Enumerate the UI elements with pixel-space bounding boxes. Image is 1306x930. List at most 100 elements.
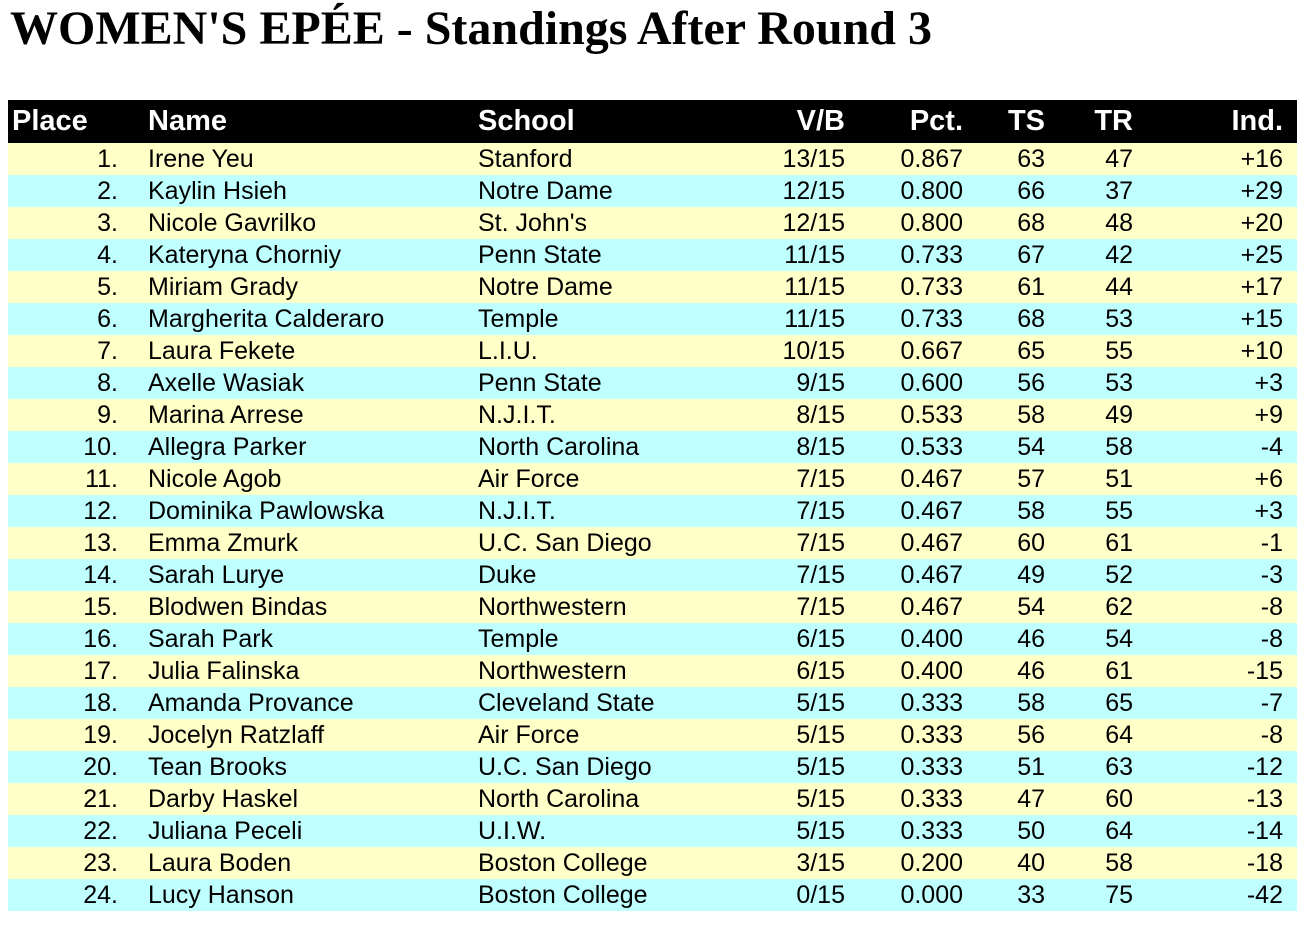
vb-cell: 10/15 bbox=[782, 336, 845, 365]
table-row: 9. Marina Arrese N.J.I.T. 8/15 0.533 58 … bbox=[8, 399, 1297, 431]
school-cell: Notre Dame bbox=[478, 176, 613, 205]
pct-cell: 0.400 bbox=[900, 624, 963, 653]
table-row: 11. Nicole Agob Air Force 7/15 0.467 57 … bbox=[8, 463, 1297, 495]
tr-cell: 52 bbox=[1105, 560, 1133, 589]
col-header-pct: Pct. bbox=[845, 100, 963, 143]
tr-cell: 75 bbox=[1105, 880, 1133, 909]
ind-cell: +20 bbox=[1240, 208, 1283, 237]
place-cell: 6. bbox=[97, 304, 118, 333]
ind-cell: -15 bbox=[1246, 656, 1283, 685]
school-cell: U.C. San Diego bbox=[478, 528, 652, 557]
place-cell: 18. bbox=[83, 688, 118, 717]
pct-cell: 0.000 bbox=[900, 880, 963, 909]
ts-cell: 47 bbox=[1017, 784, 1045, 813]
name-cell: Nicole Gavrilko bbox=[148, 208, 317, 237]
ts-cell: 40 bbox=[1017, 848, 1045, 877]
place-cell: 10. bbox=[83, 432, 118, 461]
table-row: 14. Sarah Lurye Duke 7/15 0.467 49 52 -3 bbox=[8, 559, 1297, 591]
ts-cell: 57 bbox=[1017, 464, 1045, 493]
pct-cell: 0.867 bbox=[900, 144, 963, 173]
place-cell: 9. bbox=[97, 400, 118, 429]
ind-cell: -18 bbox=[1246, 848, 1283, 877]
ts-cell: 60 bbox=[1017, 528, 1045, 557]
table-row: 7. Laura Fekete L.I.U. 10/15 0.667 65 55… bbox=[8, 335, 1297, 367]
vb-cell: 7/15 bbox=[796, 496, 845, 525]
school-cell: Boston College bbox=[478, 848, 648, 877]
vb-cell: 12/15 bbox=[782, 208, 845, 237]
school-cell: Penn State bbox=[478, 240, 602, 269]
ts-cell: 56 bbox=[1017, 368, 1045, 397]
standings-table: Place Name School V/B Pct. TS TR Ind. 1.… bbox=[8, 100, 1297, 911]
pct-cell: 0.667 bbox=[900, 336, 963, 365]
school-cell: Penn State bbox=[478, 368, 602, 397]
ind-cell: -8 bbox=[1260, 592, 1283, 621]
name-cell: Sarah Lurye bbox=[148, 560, 285, 589]
ind-cell: +6 bbox=[1254, 464, 1283, 493]
ts-cell: 33 bbox=[1017, 880, 1045, 909]
ind-cell: +29 bbox=[1240, 176, 1283, 205]
vb-cell: 5/15 bbox=[796, 752, 845, 781]
tr-cell: 49 bbox=[1105, 400, 1133, 429]
vb-cell: 9/15 bbox=[796, 368, 845, 397]
school-cell: Air Force bbox=[478, 720, 580, 749]
tr-cell: 61 bbox=[1105, 656, 1133, 685]
pct-cell: 0.733 bbox=[900, 304, 963, 333]
table-row: 12. Dominika Pawlowska N.J.I.T. 7/15 0.4… bbox=[8, 495, 1297, 527]
col-header-tr: TR bbox=[1045, 100, 1133, 143]
place-cell: 24. bbox=[83, 880, 118, 909]
tr-cell: 61 bbox=[1105, 528, 1133, 557]
school-cell: Notre Dame bbox=[478, 272, 613, 301]
col-header-place: Place bbox=[8, 100, 140, 143]
ind-cell: +3 bbox=[1254, 368, 1283, 397]
vb-cell: 3/15 bbox=[796, 848, 845, 877]
vb-cell: 8/15 bbox=[796, 400, 845, 429]
table-row: 1. Irene Yeu Stanford 13/15 0.867 63 47 … bbox=[8, 143, 1297, 175]
pct-cell: 0.533 bbox=[900, 400, 963, 429]
table-row: 5. Miriam Grady Notre Dame 11/15 0.733 6… bbox=[8, 271, 1297, 303]
ind-cell: -12 bbox=[1246, 752, 1283, 781]
ts-cell: 54 bbox=[1017, 432, 1045, 461]
pct-cell: 0.800 bbox=[900, 176, 963, 205]
tr-cell: 58 bbox=[1105, 432, 1133, 461]
tr-cell: 58 bbox=[1105, 848, 1133, 877]
ts-cell: 68 bbox=[1017, 208, 1045, 237]
ts-cell: 58 bbox=[1017, 400, 1045, 429]
school-cell: North Carolina bbox=[478, 784, 640, 813]
ind-cell: +25 bbox=[1240, 240, 1283, 269]
ind-cell: -8 bbox=[1260, 624, 1283, 653]
ind-cell: -1 bbox=[1260, 528, 1283, 557]
tr-cell: 54 bbox=[1105, 624, 1133, 653]
ts-cell: 68 bbox=[1017, 304, 1045, 333]
school-cell: Northwestern bbox=[478, 656, 627, 685]
place-cell: 16. bbox=[83, 624, 118, 653]
ts-cell: 66 bbox=[1017, 176, 1045, 205]
name-cell: Dominika Pawlowska bbox=[148, 496, 385, 525]
ts-cell: 46 bbox=[1017, 656, 1045, 685]
name-cell: Sarah Park bbox=[148, 624, 274, 653]
school-cell: Northwestern bbox=[478, 592, 627, 621]
ind-cell: -8 bbox=[1260, 720, 1283, 749]
place-cell: 20. bbox=[83, 752, 118, 781]
ts-cell: 58 bbox=[1017, 688, 1045, 717]
table-row: 17. Julia Falinska Northwestern 6/15 0.4… bbox=[8, 655, 1297, 687]
vb-cell: 5/15 bbox=[796, 816, 845, 845]
place-cell: 1. bbox=[97, 144, 118, 173]
place-cell: 12. bbox=[83, 496, 118, 525]
ind-cell: +3 bbox=[1254, 496, 1283, 525]
table-row: 6. Margherita Calderaro Temple 11/15 0.7… bbox=[8, 303, 1297, 335]
pct-cell: 0.533 bbox=[900, 432, 963, 461]
ts-cell: 65 bbox=[1017, 336, 1045, 365]
name-cell: Miriam Grady bbox=[148, 272, 299, 301]
place-cell: 2. bbox=[97, 176, 118, 205]
tr-cell: 47 bbox=[1105, 144, 1133, 173]
pct-cell: 0.600 bbox=[900, 368, 963, 397]
vb-cell: 7/15 bbox=[796, 464, 845, 493]
ts-cell: 67 bbox=[1017, 240, 1045, 269]
vb-cell: 6/15 bbox=[796, 624, 845, 653]
school-cell: Temple bbox=[478, 624, 559, 653]
place-cell: 11. bbox=[85, 464, 118, 493]
tr-cell: 53 bbox=[1105, 304, 1133, 333]
vb-cell: 5/15 bbox=[796, 720, 845, 749]
school-cell: Duke bbox=[478, 560, 537, 589]
vb-cell: 8/15 bbox=[796, 432, 845, 461]
